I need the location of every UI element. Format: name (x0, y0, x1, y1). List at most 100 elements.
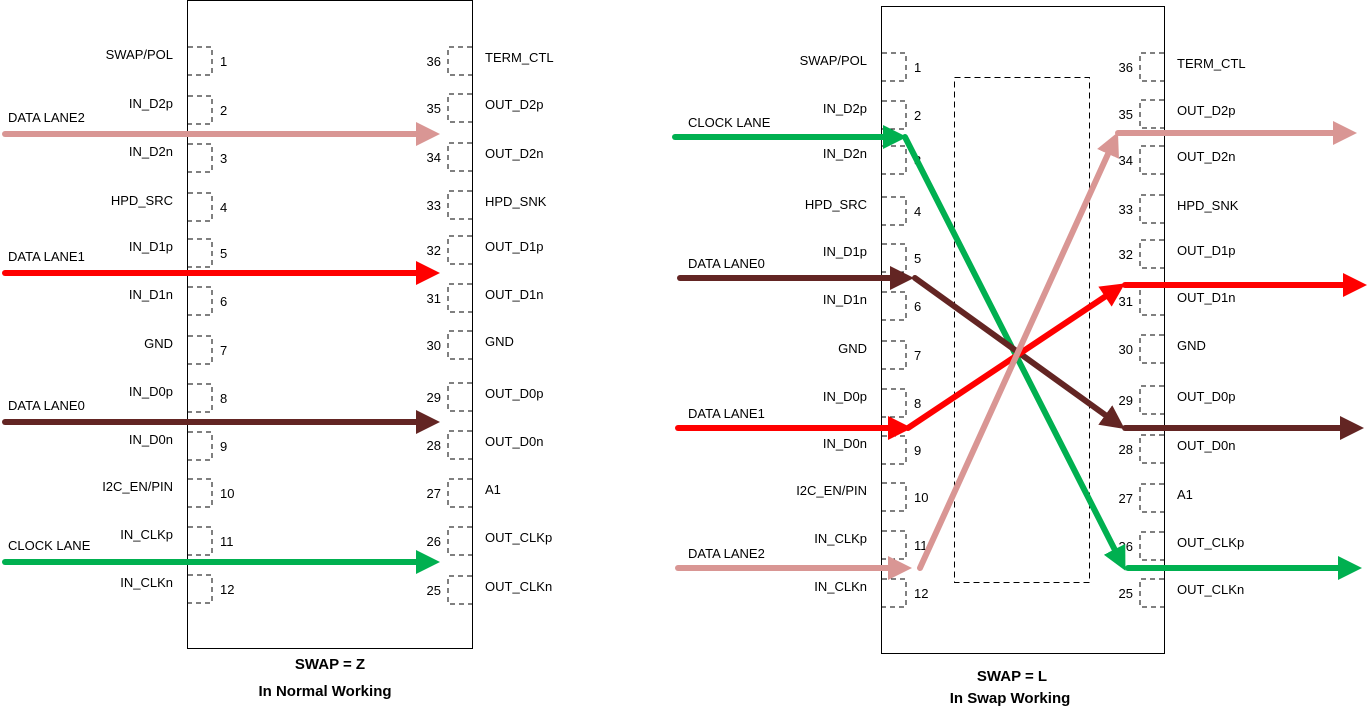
pin-number: 5 (220, 246, 227, 261)
pin-box (1139, 145, 1164, 175)
pin-name: GND (144, 336, 173, 351)
pin-name: OUT_D1p (485, 239, 544, 254)
pin-name: OUT_D0n (485, 434, 544, 449)
pin-number: 11 (914, 538, 928, 553)
pin-box (882, 435, 907, 465)
pin-box (882, 340, 907, 370)
pin-name: OUT_CLKp (485, 530, 552, 545)
pin-name: I2C_EN/PIN (796, 483, 867, 498)
pin-name: OUT_D0p (485, 386, 544, 401)
pin-box (447, 575, 472, 605)
pin-box (447, 190, 472, 220)
pin-box (1139, 385, 1164, 415)
pin-number: 26 (1119, 539, 1133, 554)
pin-number: 34 (1119, 153, 1133, 168)
pin-box (447, 142, 472, 172)
pin-number: 7 (914, 348, 921, 363)
pin-name: OUT_CLKp (1177, 535, 1244, 550)
pin-number: 4 (220, 200, 227, 215)
pin-box (1139, 194, 1164, 224)
pin-number: 4 (914, 204, 921, 219)
pin-name: HPD_SRC (805, 197, 867, 212)
pin-name: IN_D0n (129, 432, 173, 447)
pin-number: 30 (427, 338, 441, 353)
pin-name: OUT_CLKn (485, 579, 552, 594)
pin-name: OUT_D2p (485, 97, 544, 112)
pin-box (188, 526, 213, 556)
pin-number: 25 (1119, 586, 1133, 601)
pin-box (447, 46, 472, 76)
pin-box (447, 526, 472, 556)
pin-box (188, 192, 213, 222)
pin-number: 33 (1119, 202, 1133, 217)
pin-number: 9 (914, 443, 921, 458)
pin-number: 32 (427, 243, 441, 258)
pin-number: 7 (220, 343, 227, 358)
pin-number: 12 (220, 582, 234, 597)
lane-arrow (905, 283, 1125, 431)
pin-number: 10 (220, 486, 234, 501)
pin-box (882, 196, 907, 226)
pin-number: 10 (914, 490, 928, 505)
pin-name: IN_D2n (129, 144, 173, 159)
pin-number: 1 (220, 54, 227, 69)
pin-name: TERM_CTL (485, 50, 554, 65)
pin-box (882, 388, 907, 418)
pin-box (447, 283, 472, 313)
pin-box (1139, 578, 1164, 608)
lane-label: DATA LANE0 (8, 398, 85, 413)
pin-box (1139, 239, 1164, 269)
normal-caption-2: In Normal Working (258, 683, 391, 700)
pin-number: 29 (1119, 393, 1133, 408)
pin-name: A1 (1177, 487, 1193, 502)
pin-box (1139, 434, 1164, 464)
pin-number: 33 (427, 198, 441, 213)
pin-box (447, 478, 472, 508)
pin-box (882, 578, 907, 608)
pin-box (1139, 483, 1164, 513)
pin-name: IN_CLKp (120, 527, 173, 542)
pin-box (1139, 52, 1164, 82)
pin-box (447, 93, 472, 123)
lane-arrow (912, 275, 1125, 430)
pin-name: HPD_SRC (111, 193, 173, 208)
pin-number: 11 (220, 534, 234, 549)
pin-name: IN_D1n (129, 287, 173, 302)
pin-box (882, 482, 907, 512)
pin-number: 12 (914, 586, 928, 601)
pin-number: 3 (220, 151, 227, 166)
pin-name: IN_CLKn (814, 579, 867, 594)
pin-number: 35 (1119, 107, 1133, 122)
pin-box (882, 243, 907, 273)
pin-number: 28 (427, 438, 441, 453)
pin-box (188, 95, 213, 125)
pin-number: 8 (914, 396, 921, 411)
pin-number: 29 (427, 390, 441, 405)
pin-box (882, 52, 907, 82)
pin-name: IN_D2p (129, 96, 173, 111)
pin-number: 30 (1119, 342, 1133, 357)
pin-box (188, 286, 213, 316)
lane-label: DATA LANE2 (688, 546, 765, 561)
pin-name: TERM_CTL (1177, 56, 1246, 71)
pin-number: 34 (427, 150, 441, 165)
pin-name: IN_CLKp (814, 531, 867, 546)
pin-name: IN_D0p (823, 389, 867, 404)
pin-name: IN_D0p (129, 384, 173, 399)
pin-name: OUT_CLKn (1177, 582, 1244, 597)
pin-box (1139, 99, 1164, 129)
pin-box (188, 383, 213, 413)
swap-mux-region (954, 77, 1090, 583)
swap-caption-2: In Swap Working (950, 690, 1071, 707)
pin-box (1139, 531, 1164, 561)
pin-number: 27 (427, 486, 441, 501)
pin-box (188, 431, 213, 461)
pin-name: IN_D1p (823, 244, 867, 259)
pin-name: IN_D2n (823, 146, 867, 161)
lane-label: DATA LANE0 (688, 256, 765, 271)
pin-number: 9 (220, 439, 227, 454)
pin-name: GND (485, 334, 514, 349)
lane-label: DATA LANE2 (8, 110, 85, 125)
pin-box (447, 235, 472, 265)
